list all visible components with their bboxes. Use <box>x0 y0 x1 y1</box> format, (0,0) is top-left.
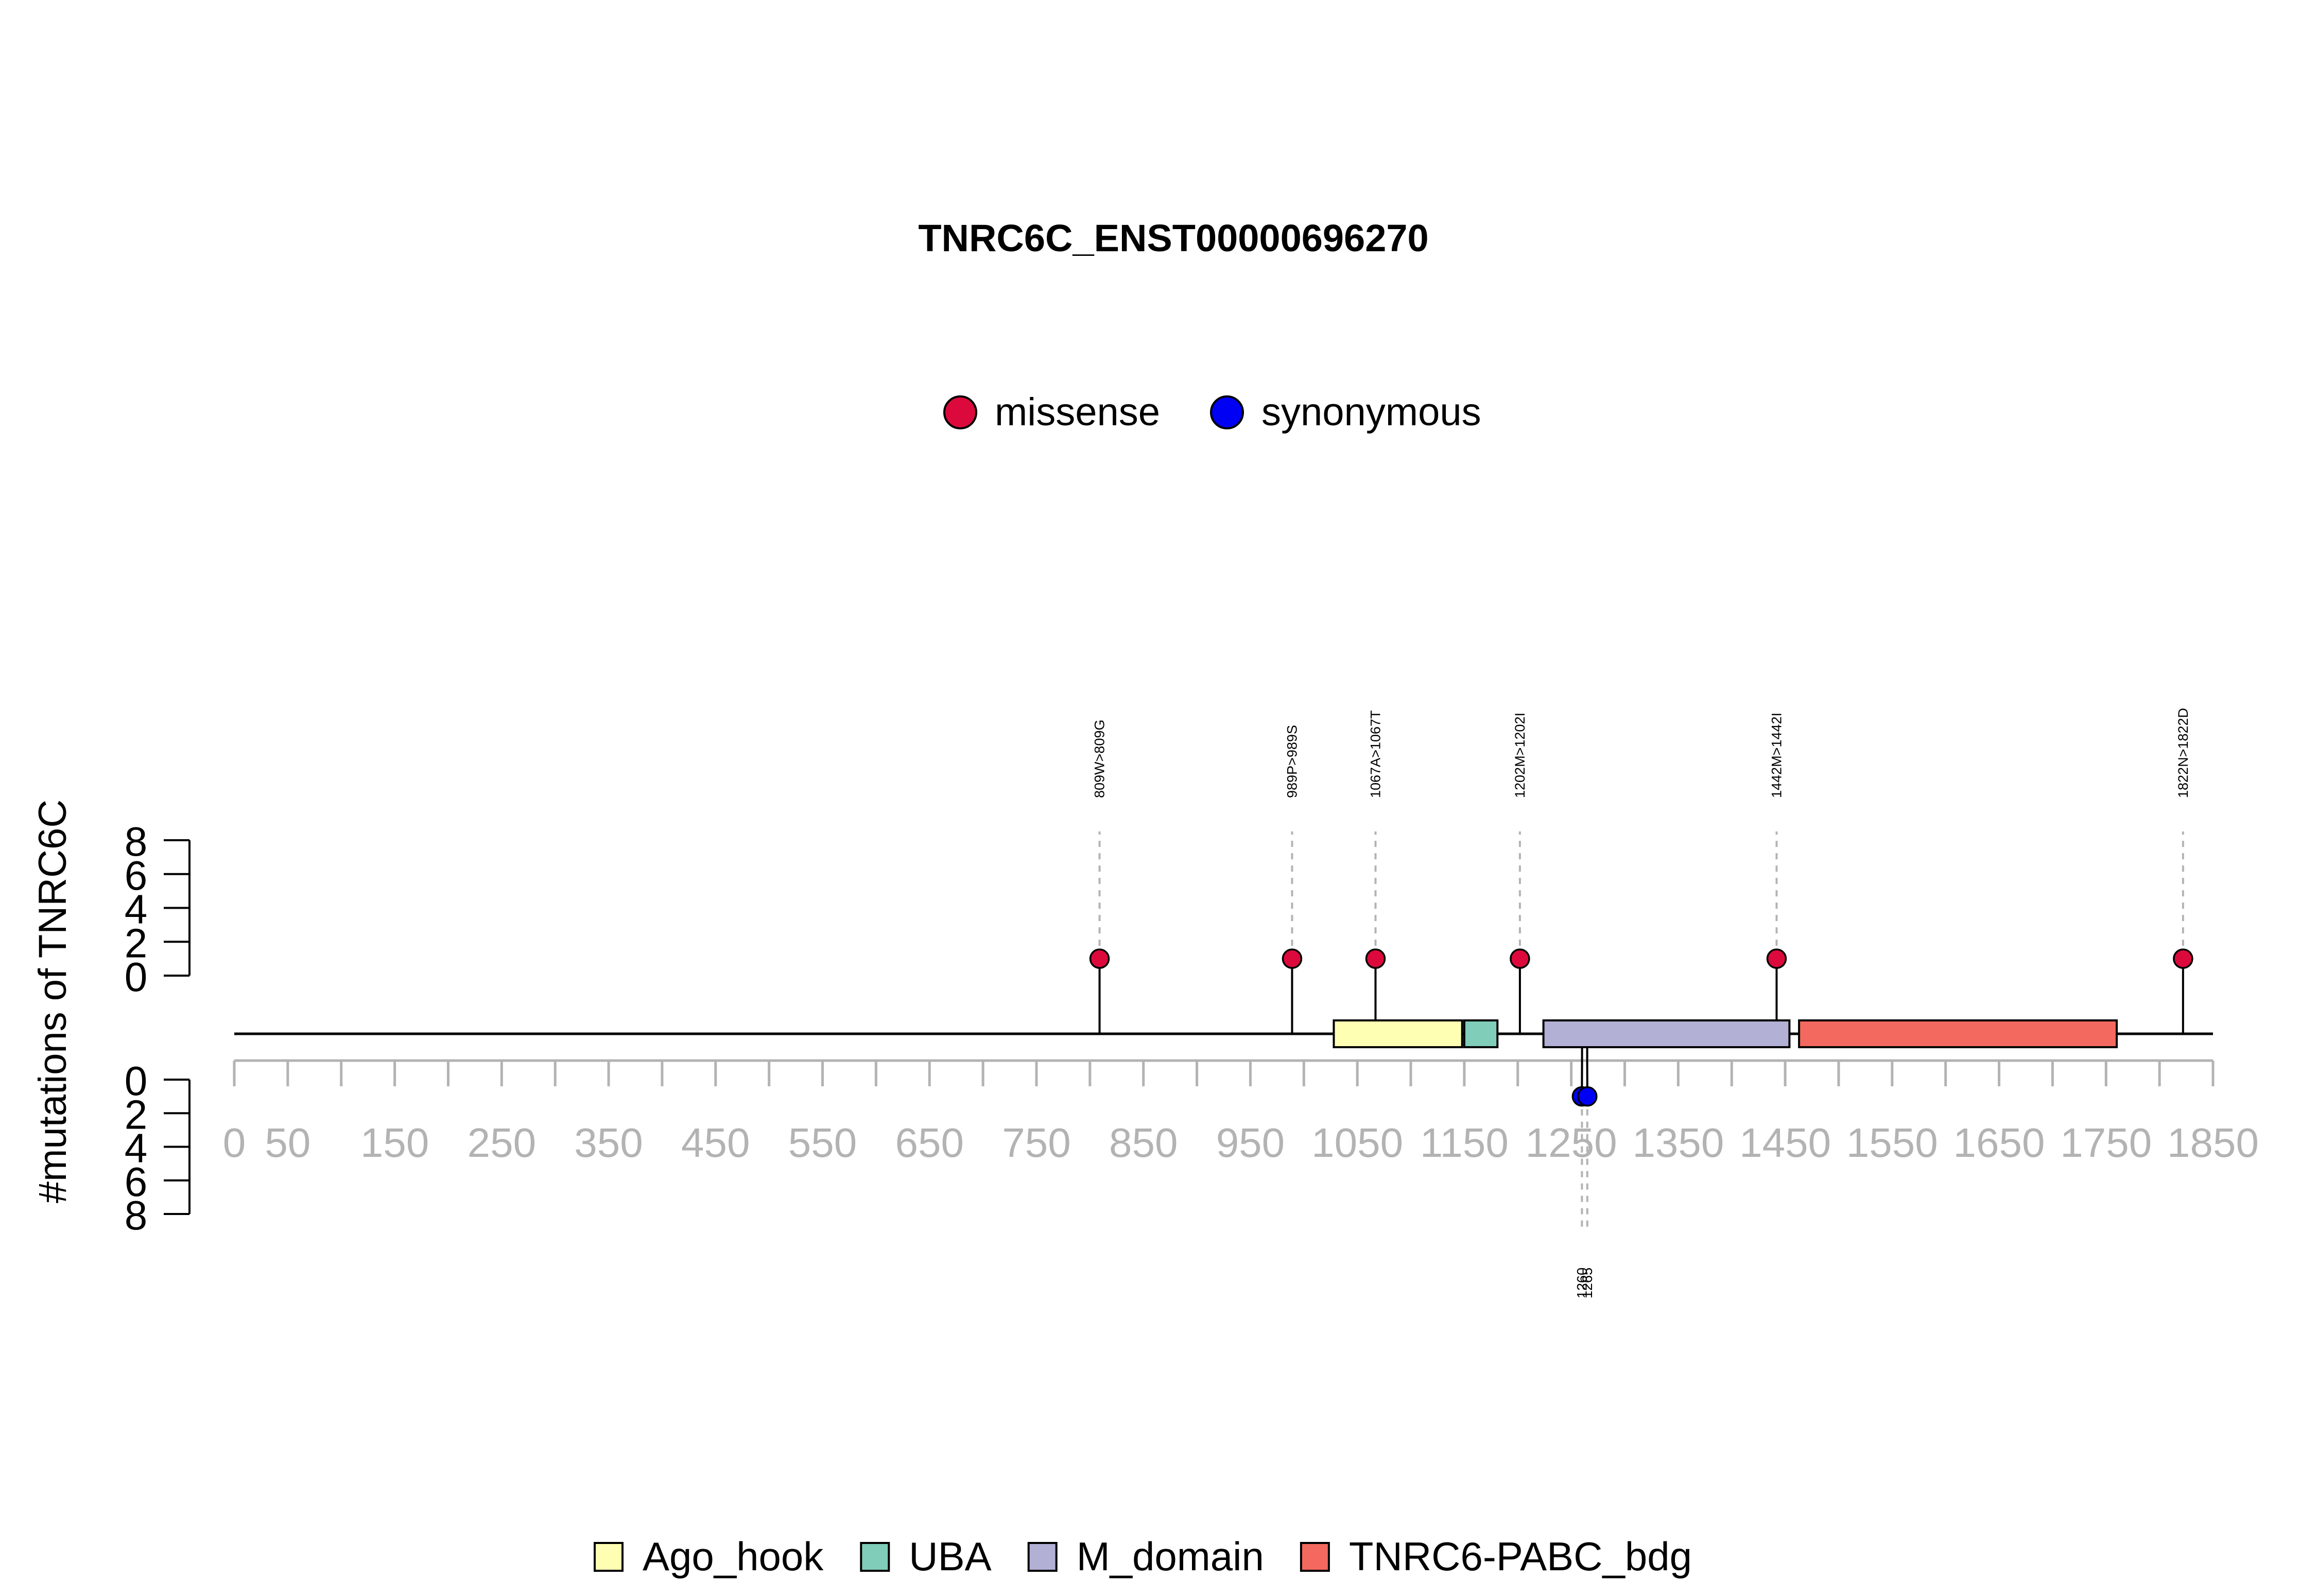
x-tick-label: 650 <box>895 1120 964 1166</box>
legend-marker-missense <box>943 395 977 429</box>
y-tick-label-up: 6 <box>125 853 148 898</box>
x-tick-label: 850 <box>1109 1120 1178 1166</box>
domain-TNRC6-PABC_bdg <box>1798 1019 2118 1048</box>
domain-legend-label: Ago_hook <box>643 1534 824 1579</box>
x-tick-label: 550 <box>788 1120 857 1166</box>
x-tick-label: 1350 <box>1632 1120 1724 1166</box>
mutation-marker-missense <box>1365 948 1386 969</box>
mutation-label: 1067A>1067T <box>1368 710 1383 798</box>
domain-legend-swatch-TNRC6-PABC_bdg <box>1300 1542 1330 1572</box>
y-axis-label: #mutations of TNRC6C <box>31 800 75 1203</box>
chart-title: TNRC6C_ENST00000696270 <box>918 217 1428 259</box>
domain-legend-label: TNRC6-PABC_bdg <box>1349 1534 1692 1579</box>
y-tick-label-up: 2 <box>125 920 148 966</box>
domain-legend-swatch-UBA <box>860 1542 890 1572</box>
x-tick-label: 750 <box>1002 1120 1070 1166</box>
mutation-marker-missense <box>1766 948 1787 969</box>
y-tick-label-up: 8 <box>125 819 148 864</box>
legend-marker-synonymous <box>1210 395 1244 429</box>
x-tick-label: 450 <box>681 1120 750 1166</box>
domain-legend-swatch-M_domain <box>1027 1542 1058 1572</box>
protein-domains <box>1333 1019 2118 1048</box>
domain-legend-label: M_domain <box>1077 1534 1264 1579</box>
y-tick-label-down: 2 <box>125 1091 148 1137</box>
y-tick-label-down: 0 <box>125 1058 148 1104</box>
x-tick-label: 250 <box>468 1120 536 1166</box>
domain-Ago_hook <box>1333 1019 1463 1048</box>
legend-label-missense: missense <box>995 390 1160 434</box>
x-tick-label: 150 <box>360 1120 429 1166</box>
domain-M_domain <box>1542 1019 1791 1048</box>
mutation-marker-synonymous <box>1577 1086 1598 1107</box>
x-tick-label: 1650 <box>1953 1120 2045 1166</box>
x-tick-label: 50 <box>265 1120 310 1166</box>
mutation-label: 809W>809G <box>1092 720 1108 798</box>
mutation-label: 1202M>1202I <box>1512 713 1528 798</box>
mutation-label: 1442M>1442I <box>1769 713 1784 798</box>
x-tick-label: 1850 <box>2167 1120 2259 1166</box>
y-tick-label-down: 4 <box>125 1125 148 1171</box>
domain-UBA <box>1463 1019 1499 1048</box>
mutation-marker-missense <box>1282 948 1303 969</box>
domain-legend: Ago_hook UBA M_domain TNRC6-PABC_bdg <box>594 1534 1692 1579</box>
legend-label-synonymous: synonymous <box>1261 390 1481 434</box>
mutation-marker-missense <box>1089 948 1110 969</box>
x-tick-label: 1750 <box>2060 1120 2152 1166</box>
mutation-label: 1260 <box>1574 1268 1589 1298</box>
x-tick-label: 1250 <box>1526 1120 1617 1166</box>
mutation-label: 1822N>1822D <box>2175 708 2191 798</box>
x-tick-label: 0 <box>223 1120 246 1166</box>
y-tick-label-down: 8 <box>125 1192 148 1238</box>
mutation-marker-missense <box>2173 948 2193 969</box>
x-tick-label: 1450 <box>1739 1120 1831 1166</box>
mutation-type-legend: missense synonymous <box>943 390 1481 434</box>
y-tick-label-up: 0 <box>125 954 148 1000</box>
x-tick-label: 1550 <box>1846 1120 1938 1166</box>
mutation-label: 989P>989S <box>1284 725 1300 798</box>
mutation-lollipops: 809W>809G 989P>989S 1067A>1067T 1202M>1202I… <box>1089 708 2193 1298</box>
y-tick-label-up: 4 <box>125 887 148 932</box>
x-tick-label: 1150 <box>1420 1120 1509 1166</box>
domain-legend-label: UBA <box>909 1534 991 1579</box>
x-tick-label: 1050 <box>1311 1120 1403 1166</box>
x-axis: 0 50 150 250 350 450 550 650 750 850 950 1050 1150 12… <box>223 1059 2259 1166</box>
x-tick-label: 350 <box>574 1120 643 1166</box>
domain-legend-swatch-Ago_hook <box>594 1542 624 1572</box>
mutation-label: 1265 <box>1580 1268 1595 1298</box>
x-tick-label: 950 <box>1216 1120 1285 1166</box>
mutation-marker-missense <box>1510 948 1530 969</box>
y-tick-label-down: 6 <box>125 1159 148 1205</box>
